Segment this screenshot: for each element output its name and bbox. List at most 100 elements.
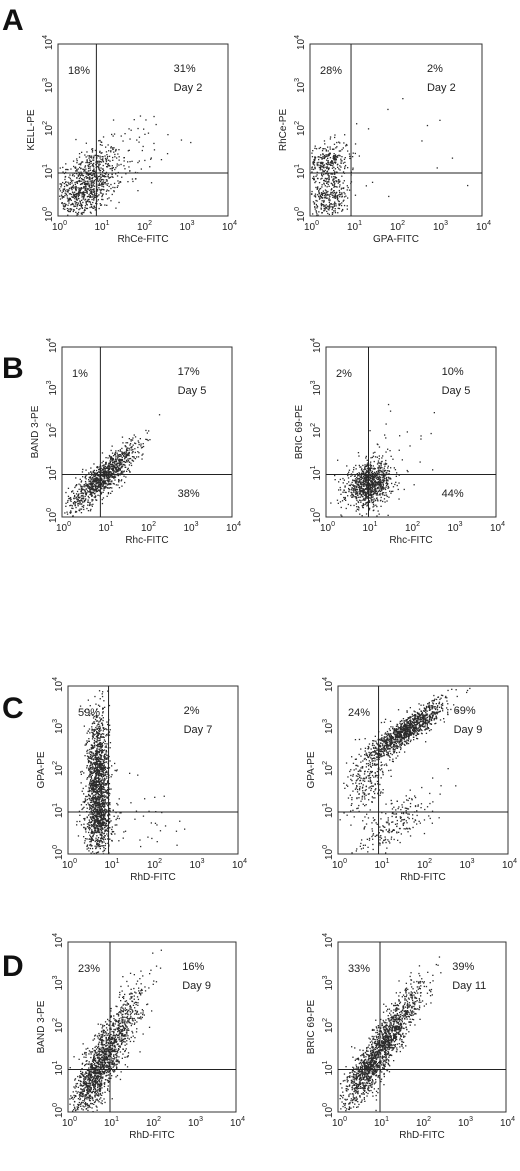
event-dot xyxy=(92,470,95,472)
event-dot xyxy=(107,163,109,166)
event-dot xyxy=(384,501,386,503)
event-dot xyxy=(381,490,383,492)
event-dot xyxy=(87,183,89,185)
event-dot xyxy=(330,502,332,504)
event-dot xyxy=(317,214,319,216)
event-dot xyxy=(112,475,114,477)
event-dot xyxy=(128,454,130,457)
event-dot xyxy=(75,496,77,498)
event-dot xyxy=(352,152,354,154)
event-dot xyxy=(95,784,97,786)
event-dot xyxy=(114,454,116,456)
event-dot xyxy=(102,741,105,743)
event-dot xyxy=(104,474,106,476)
event-dot xyxy=(356,479,358,481)
event-dot xyxy=(101,752,103,754)
event-dot xyxy=(71,505,73,507)
event-dot xyxy=(328,153,330,156)
event-dot xyxy=(110,788,112,790)
event-dot xyxy=(69,505,71,507)
event-dot xyxy=(92,157,95,159)
event-dot xyxy=(312,161,314,163)
panel-letter-b: B xyxy=(2,352,24,385)
event-dot xyxy=(105,179,107,181)
event-dot xyxy=(83,710,86,712)
event-dot xyxy=(99,730,101,732)
event-dot xyxy=(101,723,104,726)
event-dot xyxy=(101,770,103,773)
event-dot xyxy=(97,844,100,846)
event-dot xyxy=(103,736,105,739)
event-dot xyxy=(125,459,128,461)
event-dot xyxy=(329,164,331,166)
event-dot xyxy=(72,179,74,182)
event-dot xyxy=(97,769,99,772)
event-dot xyxy=(316,205,318,207)
event-dot xyxy=(99,161,102,163)
event-dot xyxy=(88,491,91,493)
event-dot xyxy=(101,822,103,824)
event-dot xyxy=(107,467,109,469)
event-dot xyxy=(78,189,80,191)
event-dot xyxy=(329,153,331,155)
event-dot xyxy=(93,179,95,182)
event-dot xyxy=(368,497,370,499)
event-dot xyxy=(362,495,364,497)
event-dot xyxy=(89,476,92,478)
event-dot xyxy=(114,156,116,158)
event-dot xyxy=(91,788,93,791)
quadrant-upper-right-percent: 2% xyxy=(427,63,443,75)
event-dot xyxy=(90,204,93,206)
event-dot xyxy=(349,157,351,160)
event-dot xyxy=(90,804,92,807)
event-dot xyxy=(88,827,90,829)
event-dot xyxy=(338,181,340,183)
event-dot xyxy=(107,477,110,480)
event-dot xyxy=(76,498,78,501)
event-dot xyxy=(372,503,375,506)
event-dot xyxy=(98,162,100,164)
event-dot xyxy=(318,190,320,192)
plot-frame xyxy=(325,346,497,518)
event-dot xyxy=(85,478,87,480)
event-dot xyxy=(65,168,67,171)
event-dot xyxy=(128,453,130,455)
event-dot xyxy=(101,834,103,837)
event-dot xyxy=(323,170,325,173)
event-dot xyxy=(327,194,329,196)
event-dot xyxy=(344,496,346,499)
event-dot xyxy=(92,813,95,815)
event-dot xyxy=(342,477,344,480)
event-dot xyxy=(111,165,113,167)
event-dot xyxy=(362,507,364,509)
event-dot xyxy=(89,768,91,771)
event-dot xyxy=(100,763,103,765)
event-dot xyxy=(92,194,94,196)
event-dot xyxy=(371,491,373,493)
event-dot xyxy=(103,728,105,730)
event-dot xyxy=(93,784,95,786)
event-dot xyxy=(325,155,327,158)
event-dot xyxy=(333,153,335,155)
event-dot xyxy=(337,502,339,504)
event-dot xyxy=(92,759,95,761)
event-dot xyxy=(95,488,97,490)
event-dot xyxy=(68,497,70,500)
event-dot xyxy=(131,456,134,458)
event-dot xyxy=(105,176,107,178)
event-dot xyxy=(97,486,99,488)
event-dot xyxy=(103,472,105,475)
event-dot xyxy=(357,477,359,480)
event-dot xyxy=(90,786,92,788)
quadrant-upper-left-percent: 2% xyxy=(336,368,352,380)
event-dot xyxy=(335,157,337,159)
event-dot xyxy=(97,474,99,477)
event-dot xyxy=(365,488,367,491)
event-dot xyxy=(90,488,92,490)
event-dot xyxy=(380,466,382,469)
event-dot xyxy=(124,445,126,447)
event-dot xyxy=(328,201,330,203)
event-dot xyxy=(366,490,369,493)
event-dot xyxy=(342,182,344,184)
